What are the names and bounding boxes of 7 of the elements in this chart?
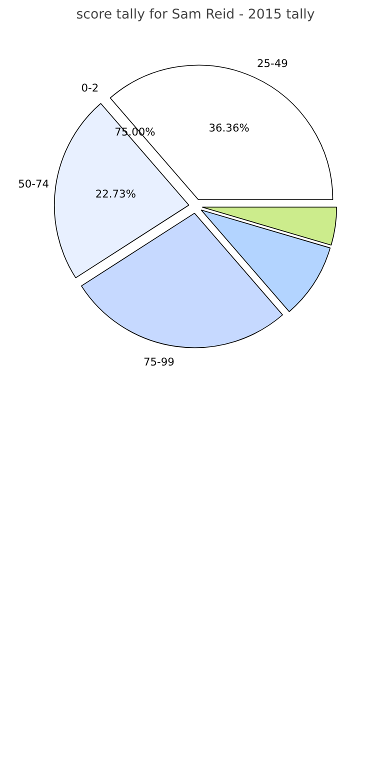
slice-label: 50-74 [18,178,50,191]
slice-label: 75-99 [143,356,175,369]
data-label: 36.36% [208,122,250,135]
data-label: 22.73% [95,187,136,200]
chart-title: score tally for Sam Reid - 2015 tally [76,8,315,22]
category-label: 0-2 [81,81,99,94]
slice-label: 25-49 [256,57,288,70]
